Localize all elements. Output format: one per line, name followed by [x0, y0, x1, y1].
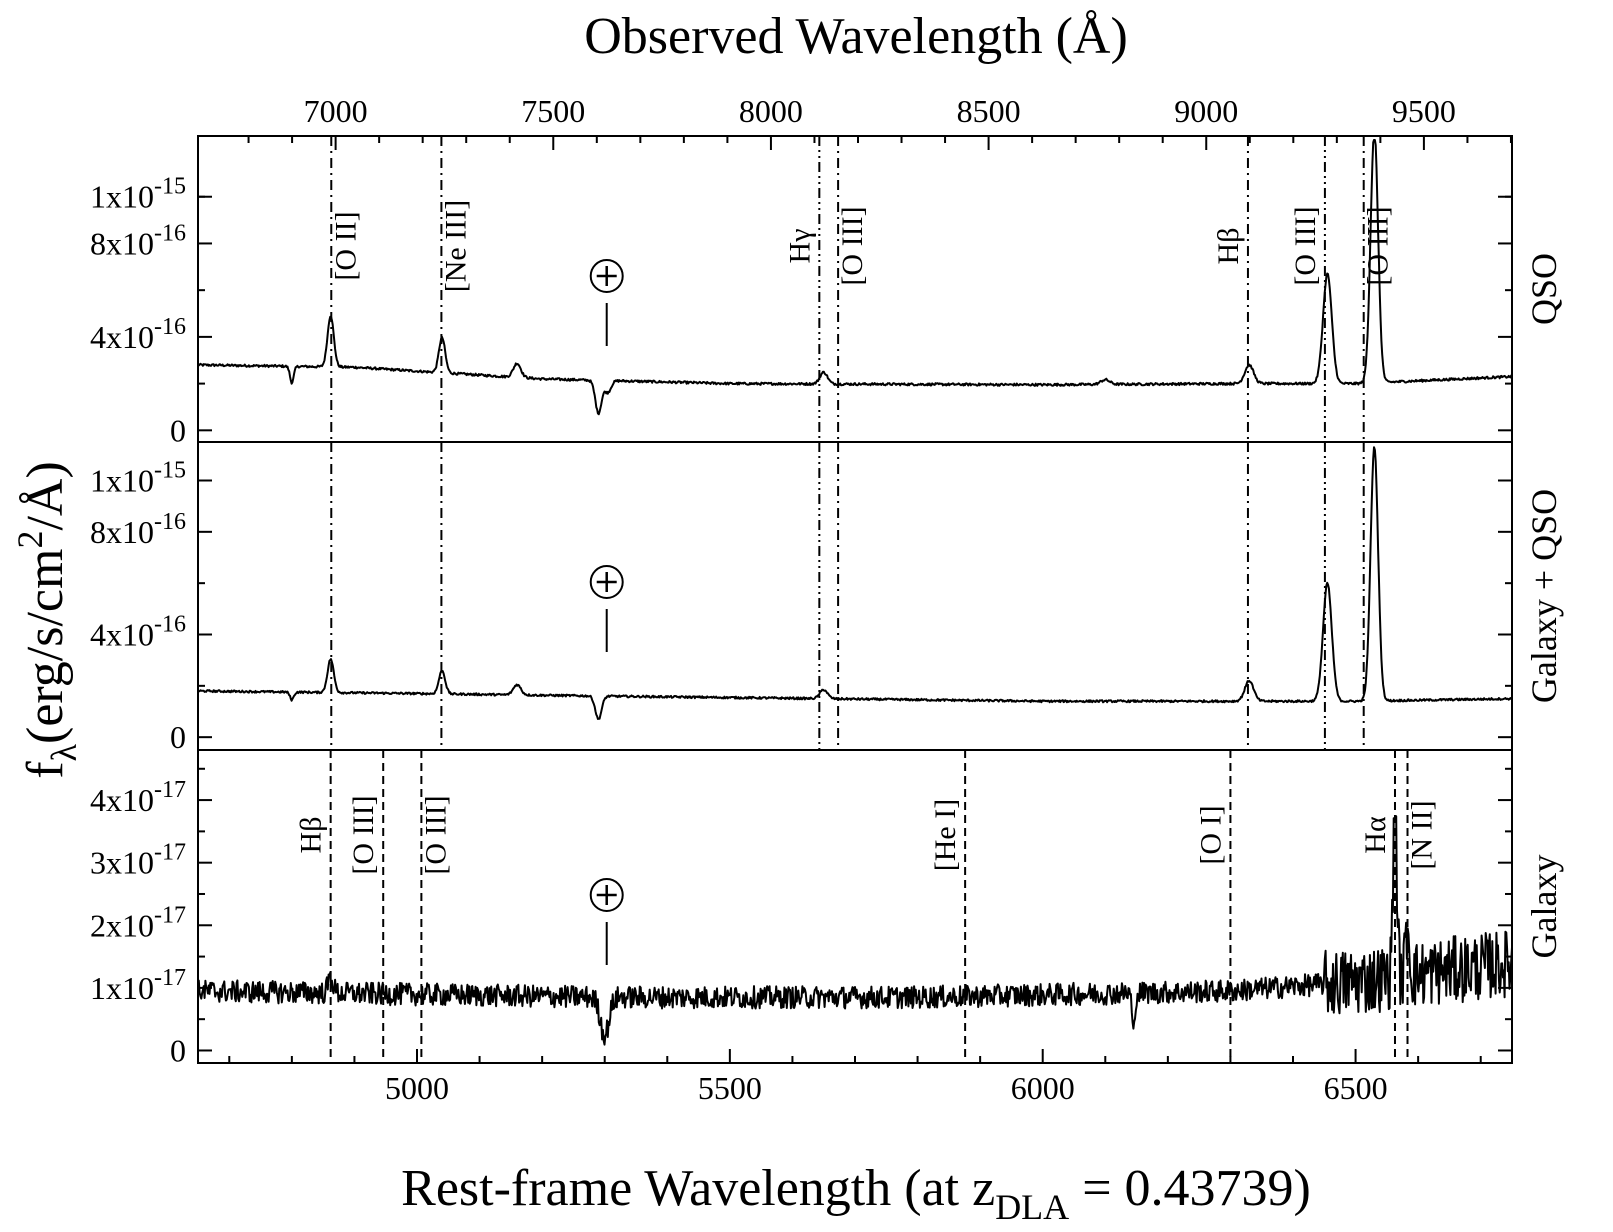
- spectrum-line: [197, 139, 1513, 416]
- top-tick-label: 9000: [1174, 93, 1238, 129]
- spectra: [197, 139, 1513, 1046]
- top-tick-label: 7500: [521, 93, 585, 129]
- spectrum-line: [197, 446, 1513, 720]
- line-label: [O III]: [1362, 206, 1395, 285]
- spectrum-line: [197, 815, 1513, 1046]
- bottom-axis-title: Rest-frame Wavelength (at zDLA = 0.43739…: [401, 1160, 1311, 1227]
- line-label: Hβ: [1212, 228, 1245, 265]
- bottom-axis-title-tail: = 0.43739): [1069, 1160, 1311, 1217]
- line-label: [Ne III]: [439, 200, 472, 292]
- line-label: Hα: [1359, 816, 1392, 854]
- telluric-icon: [589, 565, 624, 599]
- y-tick-label: 1x10-15: [90, 458, 186, 499]
- line-label: [O III]: [347, 795, 380, 874]
- x-tick-label: 6500: [1324, 1070, 1388, 1106]
- y-tick-label: 1x10-17: [90, 965, 186, 1006]
- line-markers: [O II] [Ne III] Hγ [O III] Hβ [O III] [O III] H…: [295, 136, 1439, 1063]
- line-label: Hγ: [783, 229, 816, 264]
- y-axis-title-unit: (erg/s/cm: [17, 549, 74, 744]
- top-tick-label: 8000: [739, 93, 803, 129]
- line-label: [He I]: [929, 799, 962, 871]
- line-label: [O I]: [1194, 805, 1227, 864]
- y-axis-title-sub: λ: [44, 743, 84, 761]
- y-tick-label: 4x10-16: [90, 612, 186, 653]
- y-tick-label: 0: [170, 719, 186, 755]
- y-axis-title-tail: /Å): [17, 461, 74, 530]
- y-axis-title-sup: 2: [10, 531, 50, 549]
- panel-name: QSO: [1524, 253, 1564, 325]
- top-axis-title: Observed Wavelength (Å): [584, 8, 1128, 65]
- axis-ticks: [198, 136, 1512, 1063]
- y-tick-label: 8x10-16: [90, 509, 186, 550]
- x-tick-label: 5500: [698, 1070, 762, 1106]
- y-tick-label: 1x10-15: [90, 174, 186, 215]
- line-label: [O III]: [419, 795, 452, 874]
- bottom-axis-title-sub: DLA: [995, 1187, 1069, 1227]
- x-tick-label: 5000: [385, 1070, 449, 1106]
- tick-labels: 0 4x10-16 8x10-16 1x10-15 QSO 0 4x10-16 8x10-16…: [90, 93, 1564, 1106]
- y-tick-label: 8x10-16: [90, 220, 186, 261]
- y-tick-label: 3x10-17: [90, 840, 186, 881]
- top-tick-label: 8500: [957, 93, 1021, 129]
- line-label: [O II]: [329, 211, 362, 280]
- panel-name: Galaxy: [1524, 855, 1564, 959]
- y-tick-label: 4x10-16: [90, 314, 186, 355]
- line-label: [N II]: [1406, 800, 1439, 869]
- top-tick-label: 9500: [1392, 93, 1456, 129]
- y-axis-title-base: f: [17, 761, 74, 779]
- x-tick-label: 6000: [1011, 1070, 1075, 1106]
- line-label: Hβ: [295, 817, 328, 854]
- line-label: [O III]: [836, 206, 869, 285]
- y-tick-label: 2x10-17: [90, 902, 186, 943]
- y-tick-label: 0: [170, 1032, 186, 1068]
- bottom-axis-title-main: Rest-frame Wavelength (at z: [401, 1160, 995, 1217]
- panel-name: Galaxy + QSO: [1524, 489, 1564, 703]
- y-axis-title: fλ(erg/s/cm2/Å): [10, 461, 84, 779]
- y-tick-label: 0: [170, 412, 186, 448]
- y-tick-label: 4x10-17: [90, 777, 186, 818]
- top-tick-label: 7000: [304, 93, 368, 129]
- line-label: [O III]: [1289, 206, 1322, 285]
- telluric-icon: [589, 878, 624, 912]
- telluric-icon: [589, 259, 624, 293]
